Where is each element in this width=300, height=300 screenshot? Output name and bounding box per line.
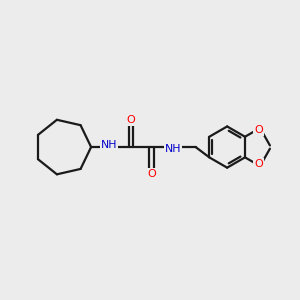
Text: O: O	[127, 115, 135, 125]
Text: O: O	[254, 125, 263, 135]
Text: NH: NH	[100, 140, 117, 150]
Text: O: O	[254, 159, 263, 169]
Text: NH: NH	[165, 144, 181, 154]
Text: O: O	[147, 169, 156, 179]
